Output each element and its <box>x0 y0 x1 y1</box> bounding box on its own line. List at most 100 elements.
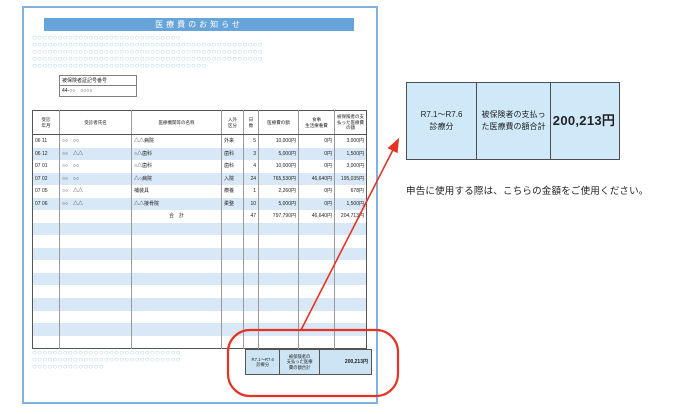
table-cell <box>221 335 244 349</box>
table-cell <box>258 310 299 324</box>
table-cell <box>243 247 259 261</box>
table-cell <box>243 310 259 324</box>
table-cell <box>59 235 132 248</box>
table-cell <box>335 285 367 298</box>
table-cell: ○△歯科 <box>131 160 222 173</box>
table-cell <box>131 335 222 349</box>
table-cell: 797,790円 <box>258 210 299 223</box>
table-row <box>32 260 367 273</box>
table-cell <box>221 222 244 236</box>
table-cell <box>258 298 299 311</box>
table-cell: 46,640円 <box>298 210 335 223</box>
table-cell <box>131 235 222 248</box>
table-cell <box>221 323 244 336</box>
table-row <box>32 310 367 324</box>
col-header-institution: 医療機関等の名称 <box>131 110 222 135</box>
table-cell <box>334 247 367 261</box>
table-cell: 0円 <box>298 147 335 160</box>
table-cell <box>243 222 259 236</box>
table-cell <box>59 260 132 273</box>
table-row <box>32 335 367 349</box>
table-cell: 46,640円 <box>298 172 335 185</box>
table-cell: 0円 <box>298 197 335 210</box>
table-cell <box>59 247 132 261</box>
circle-row: ○○○○○○○○○○○○○○○○○○○○○○○○○○○○○ <box>32 355 181 365</box>
table-cell <box>298 310 335 324</box>
col-header-days: 日 数 <box>243 110 259 135</box>
table-row: 07 06 ○○ △△ △△接骨院 柔整 10 5,000円 0円 1,500円 <box>32 197 367 210</box>
table-row: 06 11 ○○ ○○ △△病院 外来 5 10,000円 0円 3,000円 <box>32 134 367 148</box>
page-title: 医療費のお知らせ <box>155 20 243 29</box>
table-cell <box>32 335 60 349</box>
table-header: 受診 年月 受診者氏名 医療機関等の名称 入外 区分 日 数 医療費の額 食事 … <box>32 110 367 135</box>
table-cell <box>298 222 335 236</box>
table-cell <box>59 272 132 286</box>
table-cell: △△接骨院 <box>131 197 222 210</box>
table-cell: ○○ ○○ <box>59 172 132 185</box>
table-cell <box>59 222 132 236</box>
table-cell <box>32 235 60 248</box>
document-page: 医療費のお知らせ ○○○○○○○○○○○○○○○○○○○○○○○○○○○○○ ○○… <box>22 6 378 404</box>
table-cell <box>59 310 132 324</box>
table-cell: 06 12 <box>32 147 60 160</box>
table-cell: 47 <box>243 210 259 223</box>
table-cell <box>59 210 132 223</box>
table-cell <box>298 235 335 248</box>
circle-row: ○○○○○○○○○○○○○○ <box>32 362 104 372</box>
table-cell <box>221 285 244 299</box>
insured-number-label: 被保険者証記号番号 <box>60 76 136 86</box>
table-cell <box>335 311 367 324</box>
table-cell <box>131 310 222 324</box>
table-cell: 外来 <box>221 134 244 148</box>
table-cell: ○○ ○○ <box>59 160 132 173</box>
table-cell: 765,530円 <box>258 172 299 185</box>
table-cell: 0円 <box>298 185 335 198</box>
table-cell <box>335 336 367 349</box>
table-cell <box>335 260 367 273</box>
circle-row: ○○○○○○○○○○○○○○○○○○○○○○○○○○○○○ <box>32 33 181 42</box>
notice-table-body: 06 11 ○○ ○○ △△病院 外来 5 10,000円 0円 3,000円 06 12 ○○ … <box>32 134 367 349</box>
table-cell: 歯科 <box>221 147 244 160</box>
table-cell <box>131 222 222 236</box>
table-cell: 204,713円 <box>340 213 364 219</box>
table-cell <box>221 272 244 286</box>
table-cell: 07 05 <box>32 185 60 198</box>
table-cell: ○○ △△ <box>59 185 132 198</box>
table-cell <box>131 298 222 311</box>
col-header-paid-amount: 被保険者の支 払った医療費 の額 <box>334 110 367 135</box>
table-cell <box>32 310 60 324</box>
table-cell: ○○ ○○ <box>59 134 132 148</box>
table-cell <box>32 247 60 261</box>
table-cell: 0円 <box>298 160 335 173</box>
table-row <box>32 235 367 248</box>
callout-note: 申告に使用する際は、こちらの金額をご使用ください。 <box>406 187 649 197</box>
table-cell: 5,000円 <box>258 147 299 160</box>
table-cell <box>221 298 244 311</box>
table-cell: 10 <box>243 197 259 210</box>
table-cell <box>298 335 335 349</box>
table-cell <box>32 222 60 236</box>
table-cell <box>131 260 222 273</box>
table-cell <box>243 272 259 286</box>
circle-row: ○○○○○○○○○○○○○○○○○○○○○○○○○○○○○ <box>32 348 181 357</box>
table-cell <box>221 260 244 273</box>
summary-amount: 200,213円 <box>344 358 368 365</box>
table-row: 07 05 ○○ △△ 補装具 療養 1 2,260円 0円 678円 <box>32 185 367 198</box>
table-row: 07 01 ○○ ○○ ○△歯科 歯科 4 10,000円 0円 3,000円 <box>32 160 367 173</box>
table-cell <box>32 260 60 273</box>
table-cell <box>32 210 60 223</box>
table-cell <box>221 247 244 261</box>
table-cell: 0円 <box>298 134 335 148</box>
table-cell: 歯科 <box>221 160 244 173</box>
table-cell <box>334 272 367 286</box>
circle-row: ○○○○○○○○○○○○○○○○○○○○○○○○○○○○○○○○○○ <box>32 61 207 71</box>
summary-period: R7.1～R7.6 診療分 <box>246 350 281 374</box>
table-cell <box>258 335 299 349</box>
table-cell <box>243 298 259 311</box>
summary-label: 被保険者の 支払った医療 費の額合計 <box>280 350 320 374</box>
table-cell <box>59 285 132 299</box>
insured-number-value: 44-○○ ○○○○ <box>62 88 93 94</box>
table-row <box>32 298 367 311</box>
table-cell: 1 <box>243 185 259 198</box>
